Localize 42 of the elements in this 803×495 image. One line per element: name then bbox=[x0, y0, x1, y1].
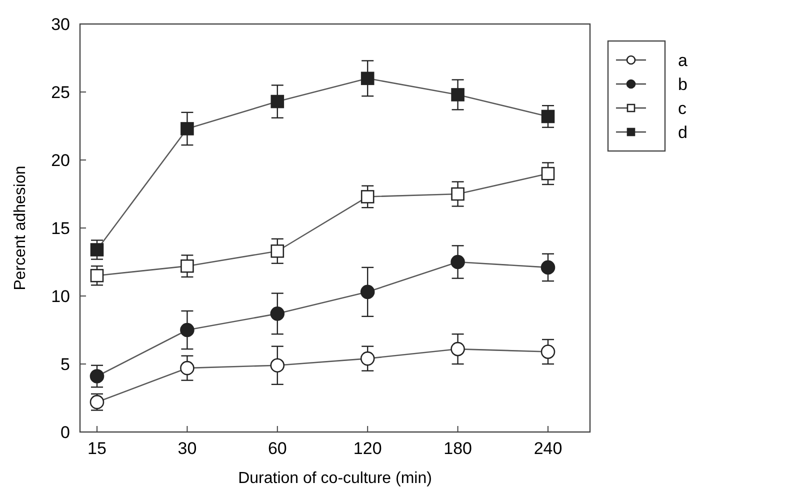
legend-label: a bbox=[678, 50, 688, 70]
point bbox=[450, 342, 465, 356]
legend-label: c bbox=[678, 98, 687, 118]
x-tick-label: 15 bbox=[88, 439, 106, 458]
point bbox=[360, 72, 374, 86]
point bbox=[180, 259, 194, 273]
point bbox=[450, 254, 465, 270]
y-tick-label: 10 bbox=[51, 286, 70, 306]
point bbox=[180, 322, 194, 338]
x-tick-label: 240 bbox=[534, 439, 562, 458]
y-tick-label: 25 bbox=[51, 82, 70, 102]
y-tick-label: 15 bbox=[51, 218, 70, 238]
y-tick-label: 30 bbox=[51, 14, 70, 34]
point bbox=[540, 260, 556, 275]
point bbox=[540, 344, 556, 359]
y-tick-label: 0 bbox=[60, 422, 70, 442]
point bbox=[541, 166, 555, 180]
point bbox=[360, 284, 375, 300]
point bbox=[270, 244, 284, 258]
x-tick-label: 60 bbox=[268, 439, 287, 458]
point bbox=[270, 94, 284, 108]
y-axis-title: Percent adhesion bbox=[12, 166, 29, 290]
point bbox=[90, 369, 104, 384]
point bbox=[451, 88, 464, 102]
point bbox=[180, 360, 194, 376]
point bbox=[180, 122, 194, 136]
x-tick-label: 120 bbox=[353, 439, 382, 458]
x-axis-title: Duration of co-culture (min) bbox=[238, 470, 432, 487]
x-tick-label: 180 bbox=[444, 439, 472, 458]
point bbox=[90, 243, 104, 256]
point bbox=[360, 351, 375, 366]
point bbox=[451, 187, 464, 201]
point bbox=[270, 306, 285, 321]
point bbox=[90, 268, 104, 282]
legend-label: d bbox=[678, 122, 688, 142]
legend-label: b bbox=[678, 74, 688, 94]
point bbox=[270, 358, 285, 373]
point bbox=[360, 190, 374, 204]
x-tick-label: 30 bbox=[178, 439, 197, 458]
y-tick-label: 20 bbox=[51, 150, 70, 170]
y-tick-label: 5 bbox=[60, 354, 70, 374]
point bbox=[541, 110, 555, 124]
